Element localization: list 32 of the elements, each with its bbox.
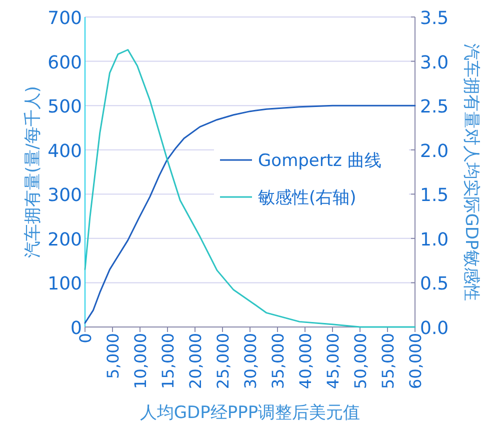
line-series <box>84 104 416 324</box>
x-tick-label: 20,000 <box>186 333 205 389</box>
x-tick-label: 5,000 <box>104 333 122 379</box>
y-tick-label: 400 <box>48 140 82 162</box>
x-tick-label: 30,000 <box>241 333 260 389</box>
y2-tick-label: 2.5 <box>420 96 449 118</box>
y2-tick-label: 2.0 <box>420 140 449 162</box>
y-tick-label: 100 <box>48 274 82 295</box>
y-tick-label: 300 <box>48 185 82 206</box>
y2-tick-label: 3.0 <box>420 52 449 74</box>
y-tick-label: 600 <box>48 52 82 74</box>
x-tick-label: 35,000 <box>268 333 288 389</box>
y2-tick-label: 3.5 <box>420 8 449 29</box>
y2-tick-label: 0.5 <box>420 274 449 295</box>
x-tick-label: 50,000 <box>351 333 370 389</box>
x-axis-title: 人均GDP经PPP调整后美元值 <box>140 403 360 423</box>
x-tick-label: 25,000 <box>214 333 232 389</box>
y-tick-label: 200 <box>48 229 82 250</box>
legend-label: 敏感性(右轴) <box>258 188 356 208</box>
y-axis-title: 汽车拥有量(量/每千人) <box>23 86 43 258</box>
x-tick-label: 55,000 <box>378 333 398 389</box>
y-tick-label: 500 <box>48 96 82 118</box>
y2-tick-label: 1.5 <box>420 185 449 206</box>
y2-axis-title: 汽车拥有量对人均实际GDP敏感性 <box>461 43 481 301</box>
x-tick-label: 45,000 <box>324 333 342 389</box>
legend-label: Gompertz 曲线 <box>258 151 382 171</box>
y-tick-label: 700 <box>48 8 82 29</box>
x-tick-label: 10,000 <box>131 333 150 389</box>
x-tick-label: 40,000 <box>296 333 315 389</box>
x-tick-label: 0 <box>76 333 95 344</box>
y2-tick-label: 1.0 <box>420 229 449 250</box>
x-tick-label: 15,000 <box>158 333 178 389</box>
